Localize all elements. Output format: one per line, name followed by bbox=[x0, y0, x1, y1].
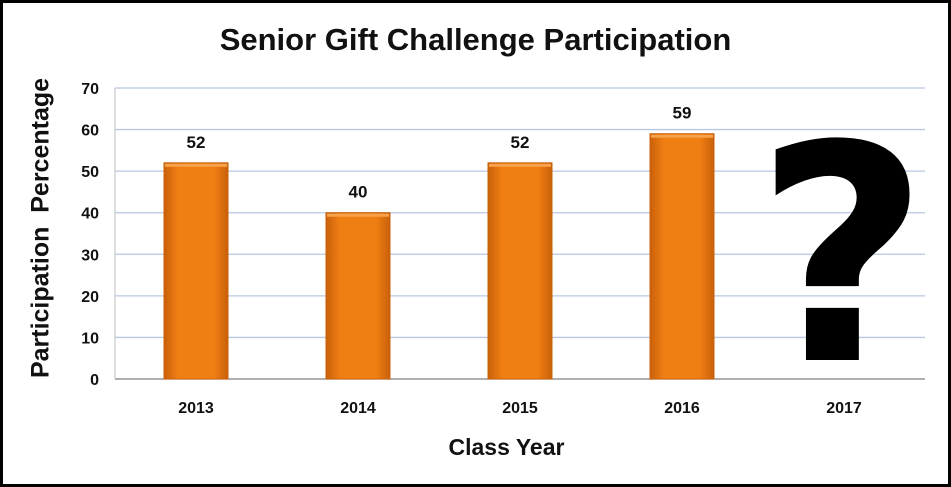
bar bbox=[325, 212, 391, 380]
x-tick-label: 2017 bbox=[826, 400, 862, 417]
y-tick-label: 20 bbox=[81, 289, 99, 306]
y-tick-label: 60 bbox=[81, 123, 99, 140]
y-tick-label: 40 bbox=[81, 206, 99, 223]
data-label: 52 bbox=[511, 133, 530, 152]
x-axis-label: Class Year bbox=[448, 434, 565, 460]
bar bbox=[649, 133, 715, 380]
bar-highlight bbox=[651, 134, 713, 138]
chart-title: Senior Gift Challenge Participation bbox=[219, 22, 732, 57]
data-label: 40 bbox=[349, 183, 368, 202]
y-tick-label: 70 bbox=[81, 81, 99, 98]
data-label: 59 bbox=[673, 104, 692, 123]
y-tick-label: 30 bbox=[81, 247, 99, 264]
question-mark-icon: ? bbox=[755, 82, 929, 431]
bar-highlight bbox=[489, 163, 551, 167]
bar bbox=[487, 162, 553, 380]
x-tick-label: 2013 bbox=[178, 400, 214, 417]
y-tick-label: 10 bbox=[81, 330, 99, 347]
x-tick-label: 2015 bbox=[502, 400, 538, 417]
data-label: 52 bbox=[187, 133, 206, 152]
y-tick-label: 0 bbox=[90, 372, 99, 389]
bar-highlight bbox=[327, 213, 389, 217]
x-tick-label: 2016 bbox=[664, 400, 700, 417]
x-tick-label: 2014 bbox=[340, 400, 376, 417]
y-tick-label: 50 bbox=[81, 164, 99, 181]
bar bbox=[163, 162, 229, 380]
bar-highlight bbox=[165, 163, 227, 167]
